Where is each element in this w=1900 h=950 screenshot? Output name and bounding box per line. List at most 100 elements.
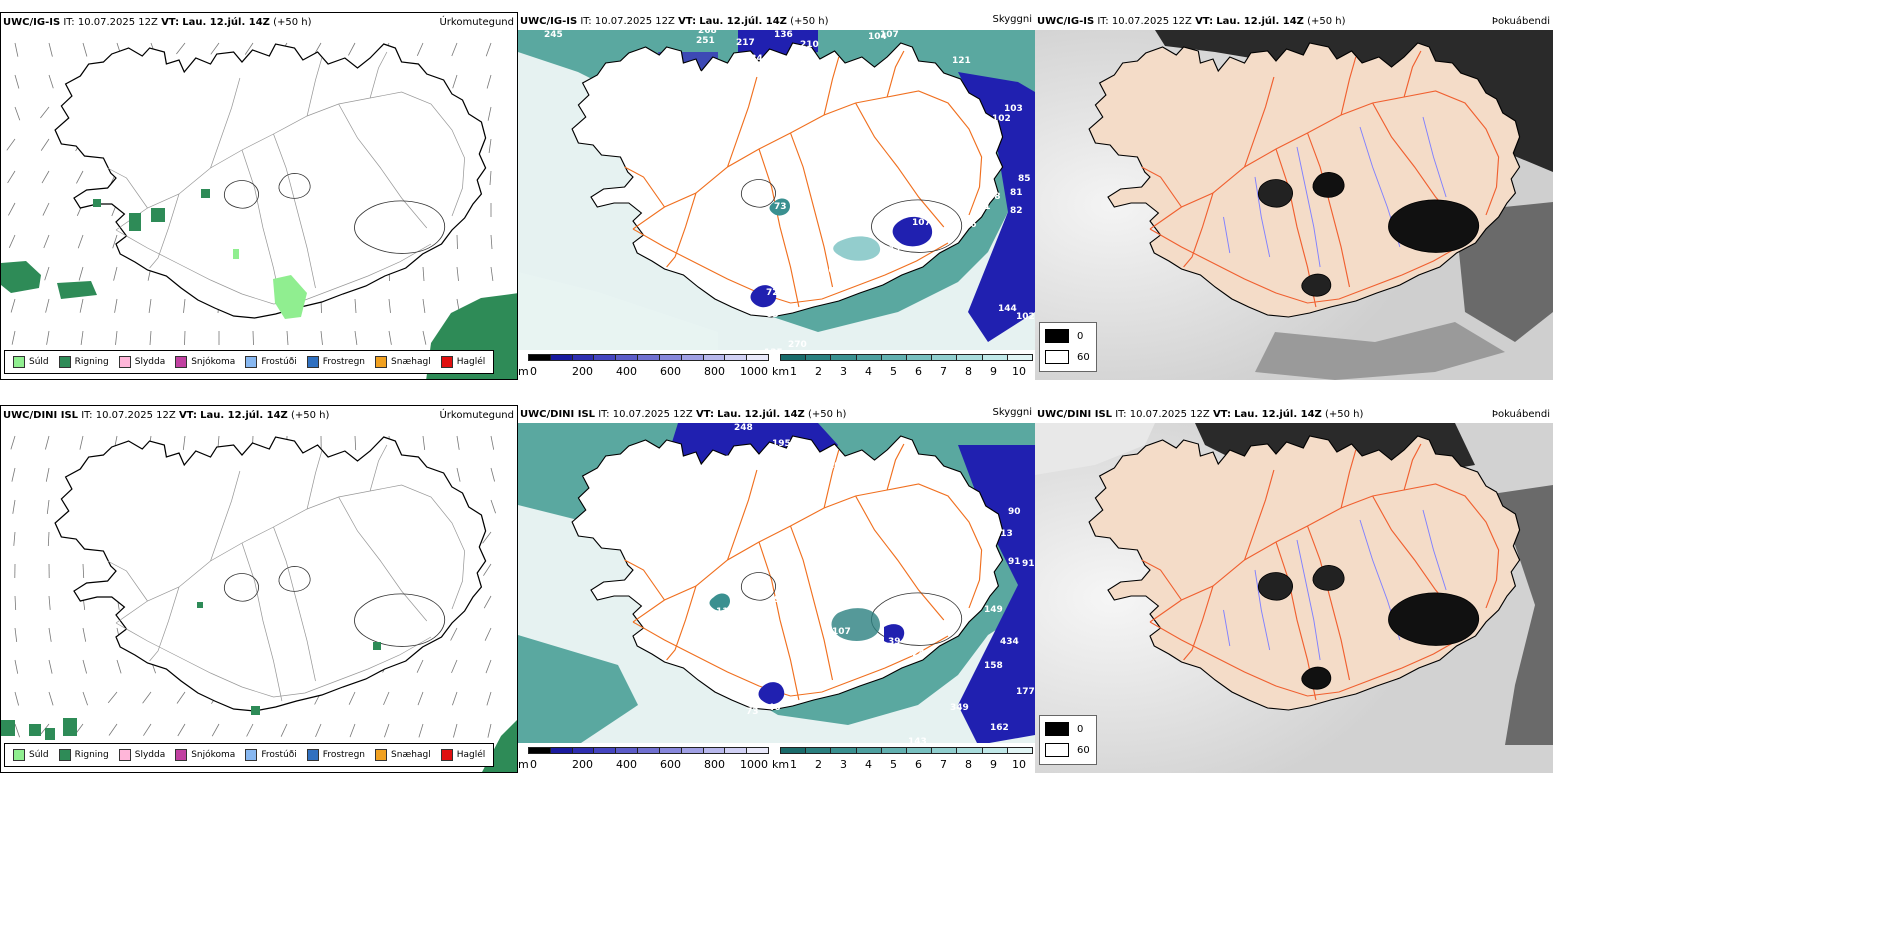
wind-barb: [348, 691, 356, 705]
cloud-panel-row1: UWC/IG-IS IT: 10.07.2025 12Z VT: Lau. 12…: [518, 12, 1035, 380]
legend-item-frostregn: Frostregn: [306, 356, 365, 368]
cloud-value-label: 85: [1018, 174, 1031, 184]
cloud-value-label: 251: [696, 36, 715, 46]
colorbar-tick: 2: [815, 365, 822, 378]
colorbar-swatch: [571, 747, 595, 754]
wind-barb: [416, 659, 424, 673]
legend-item-snaehagl: Snæhagl: [375, 356, 431, 368]
panel-type-label: Úrkomutegund: [439, 17, 514, 28]
wind-barb: [14, 106, 21, 121]
wind-barb: [456, 435, 460, 450]
wind-barb: [14, 74, 20, 89]
wind-barb: [148, 298, 152, 313]
wind-barb: [48, 691, 54, 706]
fog-panel-row2: UWC/DINI ISL IT: 10.07.2025 12Z VT: Lau.…: [1035, 405, 1553, 773]
legend-item-snjokoma: Snjókoma: [175, 749, 235, 761]
colorbar-swatch: [830, 747, 857, 754]
wind-barb: [116, 659, 122, 674]
legend-swatch: [306, 749, 319, 761]
cloud-value-label: 39: [888, 637, 901, 647]
colorbar-swatch: [746, 354, 769, 361]
colorbar-tick: 7: [940, 758, 947, 771]
panel-type-label: Úrkomutegund: [439, 410, 514, 421]
legend-swatch: [58, 356, 71, 368]
wind-barb: [388, 298, 391, 313]
wind-barb: [14, 723, 20, 738]
cloud-value-label: 93: [774, 595, 787, 605]
cloud-value-label: 134: [744, 54, 763, 64]
wind-barb: [177, 723, 186, 737]
legend-swatch: [245, 356, 258, 368]
colorbar-swatch: [805, 354, 832, 361]
precip-panel-row2: UWC/DINI ISL IT: 10.07.2025 12Z VT: Lau.…: [0, 405, 518, 773]
wind-barb: [490, 266, 494, 281]
wind-barb: [79, 298, 84, 313]
wind-barb: [280, 723, 288, 737]
wind-barb: [456, 467, 461, 482]
cloud-value-label: 73: [774, 202, 787, 212]
wind-barb: [422, 298, 426, 313]
cloud-value-label: 124: [906, 649, 925, 659]
cloud-value-label: 349: [950, 703, 969, 713]
colorbar-tick: 7: [940, 365, 947, 378]
cloud-base-map: [518, 12, 1035, 352]
colorbar-tick: 400: [616, 758, 637, 771]
wind-barb: [354, 298, 357, 314]
cloud-value-label: 248: [734, 423, 753, 433]
cloud-value-label: 113: [994, 529, 1013, 539]
wind-barb: [80, 330, 84, 345]
wind-barb: [210, 42, 220, 55]
precip-panel-row1: UWC/IG-IS IT: 10.07.2025 12Z VT: Lau. 12…: [0, 12, 518, 380]
wind-barb: [8, 202, 16, 216]
wind-barb: [39, 723, 50, 736]
legend-swatch: [118, 749, 131, 761]
colorbar-unit-m: m: [518, 365, 529, 378]
colorbar-swatch: [880, 747, 907, 754]
colorbar-swatch: [615, 354, 639, 361]
colorbar-tick: 10: [1012, 758, 1026, 771]
legend-swatch: [440, 356, 453, 368]
wind-barb: [48, 627, 52, 642]
colorbar-tick: 8: [965, 758, 972, 771]
colorbar-tick: 600: [660, 758, 681, 771]
wind-barb: [14, 595, 17, 611]
wind-barb: [487, 723, 492, 738]
wind-barb: [40, 138, 50, 151]
wind-barb: [451, 42, 458, 57]
wind-barb: [490, 234, 493, 250]
wind-barb: [14, 691, 19, 706]
panel-type-label: Þokuábendi: [1491, 409, 1550, 420]
colorbar-swatch: [593, 747, 617, 754]
fog-legend-swatch: [1045, 743, 1069, 757]
cloud-value-label: 110: [816, 266, 835, 276]
cloud-value-label: 245: [544, 30, 563, 40]
cloud-colorbar: m 0 200 400 600 800 1000 km 1 2 3 4 5 6 …: [518, 350, 1035, 380]
cloud-value-label: 91: [1008, 557, 1021, 567]
colorbar-tick: 5: [890, 365, 897, 378]
colorbar-swatch: [956, 354, 983, 361]
colorbar-tick: 400: [616, 365, 637, 378]
colorbar-unit-km: km: [772, 365, 790, 378]
wind-barb: [48, 74, 54, 89]
colorbar-swatch: [931, 354, 958, 361]
wind-barb: [485, 659, 492, 674]
colorbar-tick: 6: [915, 365, 922, 378]
drizzle-areas: [233, 249, 307, 319]
cloud-value-label: 72: [766, 288, 779, 298]
wind-barb: [244, 42, 254, 55]
wind-barb: [82, 563, 85, 579]
cloud-value-label: 162: [990, 723, 1009, 733]
wind-barb: [452, 74, 458, 89]
colorbar-swatch: [680, 354, 704, 361]
wind-barb: [48, 659, 53, 674]
cloud-value-label: 91: [978, 202, 991, 212]
cloud-value-label: 132: [768, 461, 787, 471]
legend-item-sudl: Súld: [13, 356, 49, 368]
wind-barb: [422, 435, 426, 450]
colorbar-swatch: [658, 354, 682, 361]
legend-item-rigning: Rigning: [58, 749, 109, 761]
wind-barb: [46, 330, 50, 345]
wind-barb: [79, 435, 84, 450]
wind-barb: [6, 138, 16, 151]
colorbar-tick: 0: [530, 365, 537, 378]
